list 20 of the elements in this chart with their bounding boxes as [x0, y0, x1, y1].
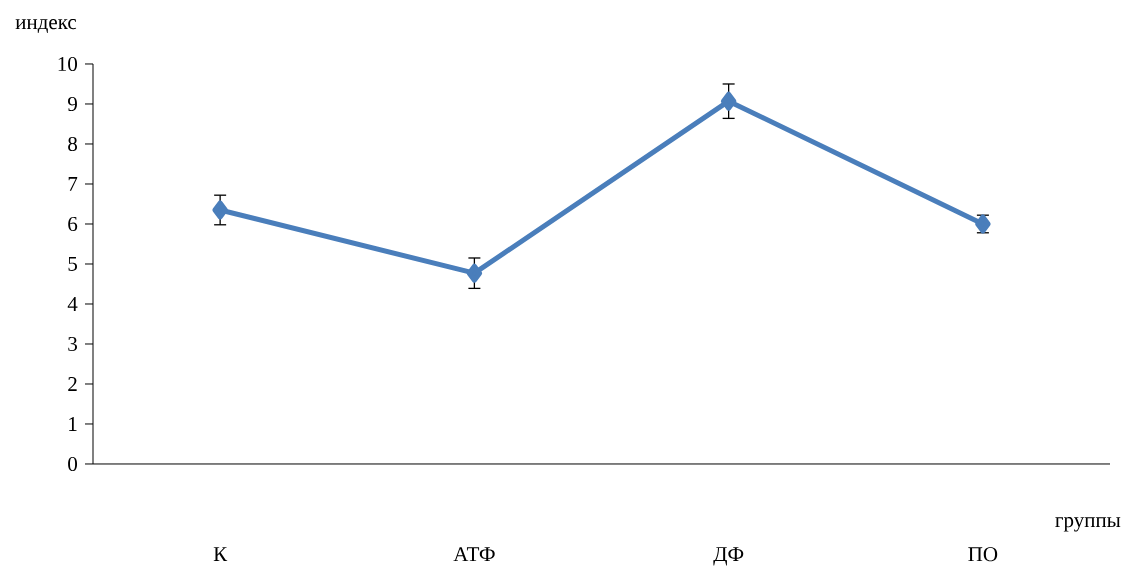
y-tick-label: 3: [68, 336, 77, 352]
x-tick-label: ДФ: [713, 547, 744, 566]
y-tick-label: 4: [67, 297, 78, 311]
y-tick-label: 10: [58, 56, 78, 72]
y-tick-label: 8: [68, 136, 78, 152]
point: [466, 263, 483, 283]
point: [720, 91, 737, 111]
y-tick-label: 7: [68, 177, 78, 191]
y-tick-label: 9: [67, 96, 77, 112]
y-tick-label: 2: [68, 377, 77, 391]
y-tick-label: 1: [69, 417, 77, 431]
x-tick-label: ПО: [968, 547, 998, 562]
y-axis-title: индекс: [15, 19, 77, 34]
y-tick-label: 0: [68, 456, 78, 472]
x-tick-label: К: [213, 547, 228, 561]
x-tick-label: АТФ: [453, 547, 495, 562]
y-tick-label: 6: [68, 216, 78, 232]
x-axis-title: группы: [1055, 517, 1121, 532]
point: [212, 200, 228, 220]
y-tick-label: 5: [68, 257, 77, 271]
